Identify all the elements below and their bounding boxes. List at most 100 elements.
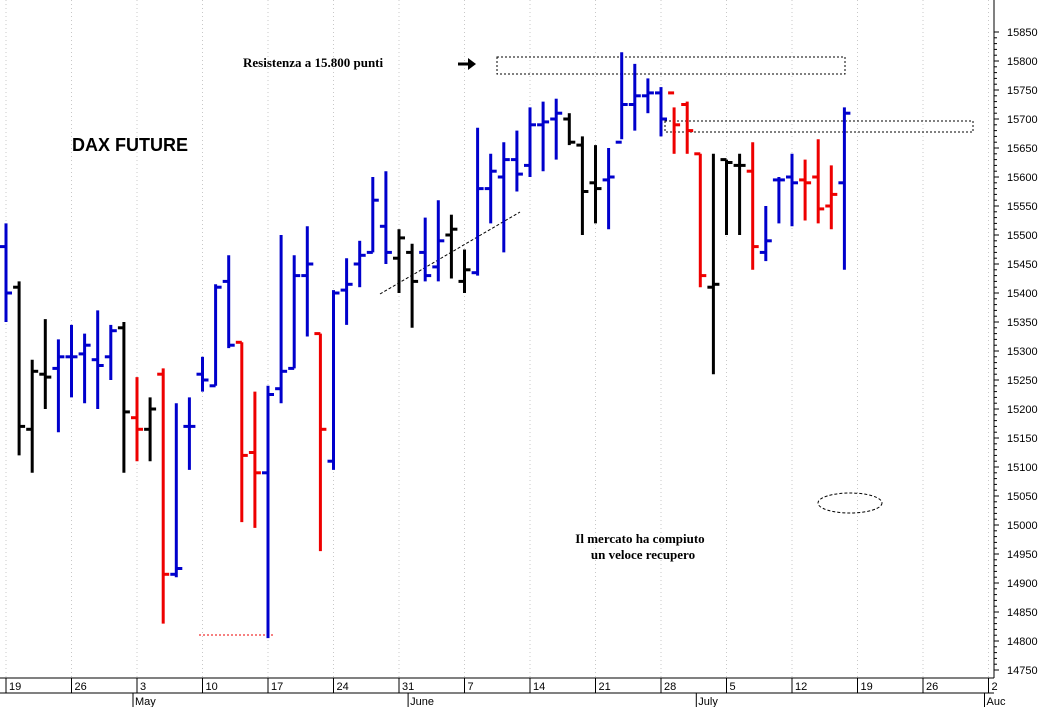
ohlc-bar [563, 113, 576, 146]
ohlc-bar [432, 200, 445, 282]
ohlc-bar [707, 153, 720, 375]
y-tick-label: 14950 [1007, 549, 1038, 561]
ohlc-bar [183, 397, 196, 470]
ohlc-bar [65, 324, 78, 398]
month-label: June [410, 696, 434, 707]
ohlc-bar [222, 255, 235, 349]
x-tick-label: 31 [402, 681, 414, 693]
x-tick-label: 2 [992, 681, 998, 693]
y-tick-label: 15100 [1007, 462, 1038, 474]
y-tick-label: 14850 [1007, 607, 1038, 619]
ohlc-bar [576, 136, 589, 235]
ohlc-bar [379, 171, 392, 264]
ohlc-bar [497, 142, 510, 253]
x-tick-label: 10 [206, 681, 218, 693]
y-tick-label: 14800 [1007, 636, 1038, 648]
plot-frame [0, 0, 995, 694]
y-tick-label: 15400 [1007, 288, 1038, 300]
ohlc-bar [720, 158, 733, 235]
ohlc-bar [655, 87, 667, 137]
y-tick-label: 15550 [1007, 201, 1038, 213]
ohlc-bar [314, 332, 327, 552]
month-label: May [135, 696, 156, 707]
ohlc-bar [524, 107, 536, 177]
low-marker-ellipse [817, 492, 883, 514]
vertical-grid [5, 0, 989, 678]
ohlc-bar [26, 359, 39, 473]
y-tick-label: 15800 [1007, 56, 1038, 68]
ohlc-bar [694, 152, 707, 288]
resistance-zones [199, 56, 974, 636]
recovery-annotation-line2: un veloce recupero [591, 547, 695, 562]
resistance-annotation: Resistenza a 15.800 punti [243, 55, 384, 70]
x-tick-label: 12 [795, 681, 807, 693]
ohlc-bar [104, 324, 117, 380]
ohlc-bar [235, 340, 248, 523]
ohlc-bar [733, 153, 746, 235]
ohlc-bar [131, 377, 143, 462]
ohlc-bar [641, 78, 654, 114]
ohlc-bar [786, 153, 798, 227]
annotations: DAX FUTURE Resistenza a 15.800 punti Il … [72, 55, 705, 562]
y-tick-label: 15150 [1007, 433, 1038, 445]
y-tick-label: 15000 [1007, 520, 1038, 532]
chart-title: DAX FUTURE [72, 135, 188, 155]
y-tick-label: 14750 [1007, 665, 1038, 677]
ohlc-bar [445, 214, 458, 279]
ohlc-bar [615, 52, 628, 144]
y-tick-label: 15450 [1007, 259, 1038, 271]
ohlc-bar [746, 142, 759, 270]
ohlc-bar [39, 319, 52, 409]
ohlc-bar [393, 229, 405, 293]
x-tick-label: 26 [926, 681, 938, 693]
ohlc-bar [458, 249, 471, 293]
y-tick-label: 15300 [1007, 346, 1038, 358]
y-tick-label: 15350 [1007, 317, 1038, 329]
ohlc-bar [196, 356, 209, 392]
resistance-zone-15690 [664, 120, 974, 133]
ohlc-bar [510, 130, 523, 192]
ohlc-bar [288, 255, 301, 370]
y-tick-label: 15850 [1007, 27, 1038, 39]
y-tick-label: 15650 [1007, 143, 1038, 155]
ohlc-bar [91, 310, 104, 409]
ohlc-bar [550, 98, 563, 160]
ohlc-bar [340, 258, 353, 325]
ohlc-bar [78, 333, 91, 404]
x-tick-label: 24 [337, 681, 349, 693]
ohlc-bar [275, 235, 288, 404]
ohlc-bar [668, 91, 681, 154]
ohlc-bar [812, 139, 825, 224]
ohlc-bar [419, 217, 432, 282]
y-tick-label: 15750 [1007, 85, 1038, 97]
ohlc-bar [248, 391, 261, 528]
y-tick-label: 15700 [1007, 114, 1038, 126]
y-tick-label: 15250 [1007, 375, 1038, 387]
ohlc-bar [772, 177, 785, 224]
ohlc-bar [628, 63, 641, 131]
x-tick-label: 19 [861, 681, 873, 693]
ohlc-bar [602, 148, 615, 230]
x-tick-label: 21 [599, 681, 611, 693]
ohlc-bar [589, 145, 602, 224]
x-tick-label: 7 [468, 681, 474, 693]
y-tick-label: 15500 [1007, 230, 1038, 242]
y-tick-label: 15050 [1007, 491, 1038, 503]
x-tick-label: 3 [140, 681, 146, 693]
ohlc-bar [327, 290, 340, 470]
ohlc-bar [117, 322, 130, 473]
x-tick-label: 14 [533, 681, 545, 693]
ohlc-bar [406, 243, 419, 328]
ohlc-bar [157, 368, 170, 624]
x-tick-label: 17 [271, 681, 283, 693]
ohlc-bar [838, 107, 851, 270]
recovery-annotation-line1: Il mercato ha compiuto [575, 531, 704, 546]
ohlc-bar [262, 385, 274, 639]
ohlc-bar [681, 101, 694, 154]
arrow-right-icon [458, 58, 476, 70]
x-tick-label: 26 [75, 681, 87, 693]
ohlc-bar [301, 226, 314, 337]
month-label: Auc [987, 696, 1006, 707]
price-axis: 14750 14800 14850 14900 14950 15000 15050 15100… [994, 27, 1038, 677]
